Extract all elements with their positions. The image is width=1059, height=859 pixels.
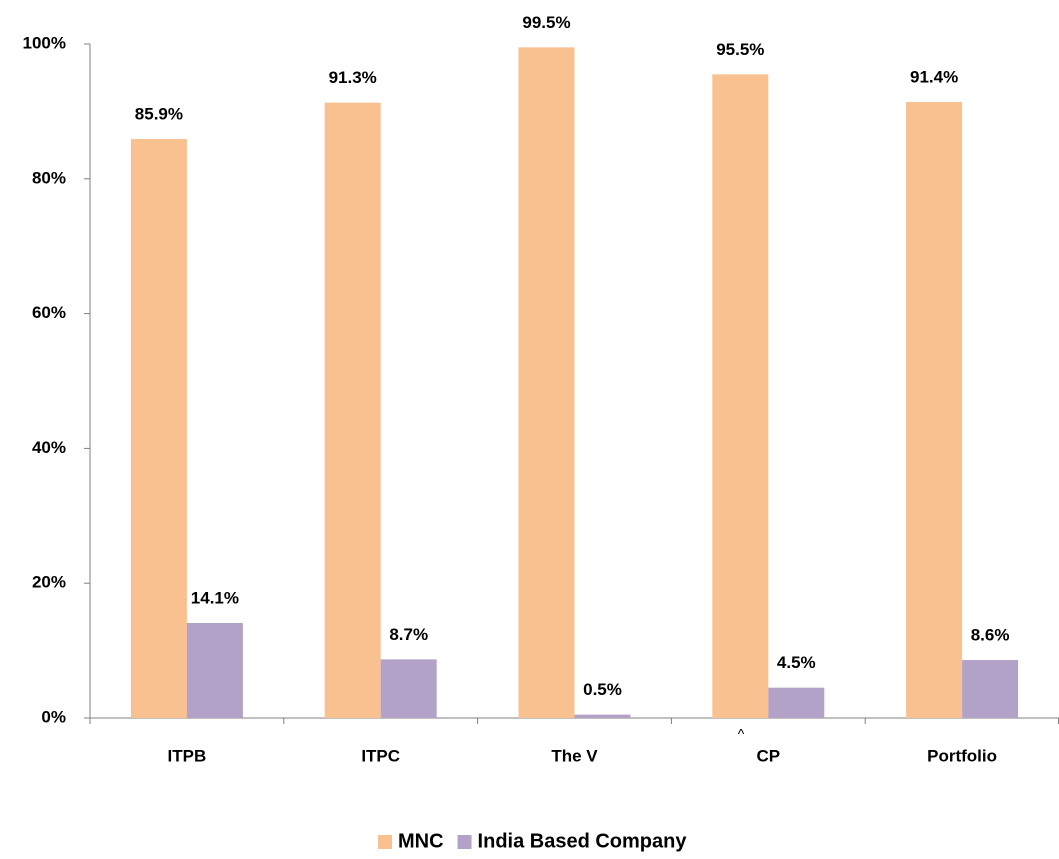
y-tick-label: 0% [41,707,66,726]
y-tick-label: 100% [23,33,66,52]
y-tick-label: 60% [32,303,66,322]
bar [712,74,769,718]
legend-label: India Based Company [478,830,688,852]
legend-label: MNC [398,830,444,852]
annotation: ^ [738,726,745,742]
y-tick-label: 20% [32,573,66,592]
data-label: 8.6% [971,626,1010,645]
bar [962,660,1019,718]
data-label: 95.5% [716,40,764,59]
data-label: 14.1% [191,588,239,607]
data-label: 8.7% [389,625,428,644]
legend-swatch [378,835,392,849]
bar [574,714,631,718]
bar [906,101,963,719]
data-label: 85.9% [135,105,183,124]
x-tick-label: Portfolio [927,746,997,765]
x-tick-label: ITPB [168,746,207,765]
x-tick-label: ITPC [361,746,400,765]
x-tick-label: The V [551,746,598,765]
y-tick-label: 40% [32,438,66,457]
data-label: 99.5% [522,13,570,32]
data-label: 0.5% [583,680,622,699]
bar [380,659,437,718]
legend-swatch [457,835,472,849]
bar [130,139,187,718]
bar [518,47,575,719]
data-label: 91.3% [329,68,377,87]
data-label: 91.4% [910,67,958,86]
bar [768,687,825,718]
y-tick-label: 80% [32,168,66,187]
x-tick-label: CP [756,746,780,765]
data-label: 4.5% [777,653,816,672]
bar [186,622,243,718]
bar [324,102,381,718]
